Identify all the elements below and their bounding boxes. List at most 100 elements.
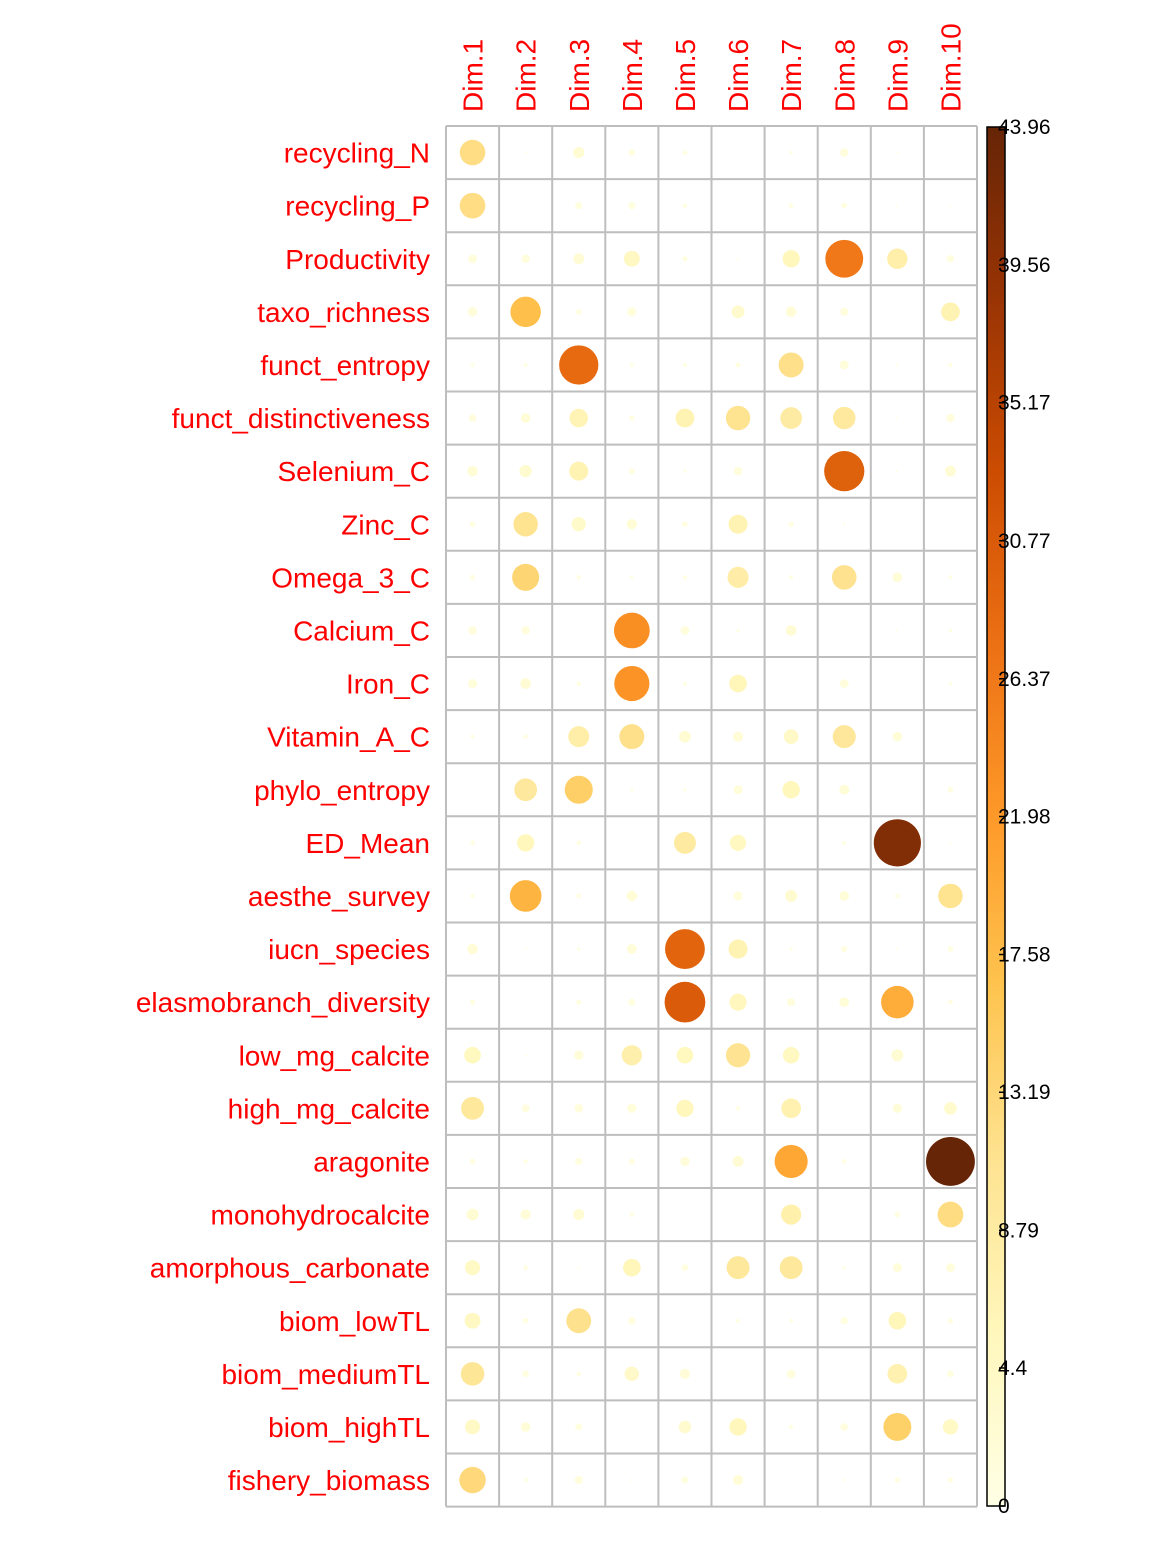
row-label: funct_entropy bbox=[260, 350, 430, 381]
column-label-layer: Dim.1 Dim.2 Dim.3 Dim.4 Dim.5 Dim.6 Dim.7 Dim.8… bbox=[458, 23, 967, 112]
colorbar-tick-label: 26.37 bbox=[998, 668, 1051, 691]
data-point-circle bbox=[781, 1098, 801, 1119]
data-point-circle bbox=[521, 1104, 530, 1113]
data-point-circle bbox=[736, 1318, 741, 1323]
data-point-circle bbox=[948, 681, 953, 686]
data-point-circle bbox=[517, 834, 535, 852]
data-point-circle bbox=[628, 201, 636, 210]
data-point-circle bbox=[896, 151, 899, 154]
data-point-circle bbox=[728, 939, 748, 959]
data-point-circle bbox=[629, 415, 635, 421]
data-point-circle bbox=[789, 1318, 794, 1323]
row-label: high_mg_calcite bbox=[228, 1093, 430, 1124]
data-point-circle bbox=[629, 1212, 635, 1217]
data-point-circle bbox=[467, 307, 478, 317]
data-point-circle bbox=[843, 523, 846, 526]
data-point-circle bbox=[623, 1258, 641, 1277]
data-point-circle bbox=[624, 1366, 640, 1382]
colorbar: 0 4.4 8.79 13.19 17.58 21.98 26.37 30.77 35.17 39… bbox=[986, 116, 1051, 1518]
data-point-circle bbox=[894, 1477, 900, 1483]
data-point-circle bbox=[678, 1420, 692, 1434]
data-point-circle bbox=[949, 841, 952, 845]
data-point-circle bbox=[575, 202, 583, 210]
data-point-circle bbox=[891, 1049, 904, 1062]
data-point-circle bbox=[778, 352, 804, 378]
row-label: aesthe_survey bbox=[248, 881, 430, 912]
data-point-circle bbox=[839, 679, 849, 688]
row-label: Calcium_C bbox=[293, 615, 430, 646]
data-point-circle bbox=[682, 521, 688, 528]
data-point-circle bbox=[729, 993, 747, 1011]
data-point-circle bbox=[619, 724, 645, 750]
data-point-circle bbox=[894, 1211, 901, 1218]
data-point-circle bbox=[469, 574, 476, 580]
data-point-circle bbox=[469, 999, 476, 1005]
data-point-circle bbox=[520, 1209, 531, 1220]
data-point-circle bbox=[459, 139, 486, 166]
data-point-circle bbox=[630, 575, 634, 579]
colorbar-tick-label: 39.56 bbox=[998, 254, 1051, 277]
data-point-circle bbox=[673, 831, 696, 854]
data-point-circle bbox=[681, 1264, 689, 1271]
data-point-circle bbox=[841, 945, 848, 953]
column-label: Dim.8 bbox=[829, 39, 860, 112]
data-point-circle bbox=[680, 626, 690, 635]
data-point-circle bbox=[683, 788, 687, 792]
data-point-circle bbox=[887, 248, 908, 269]
data-point-circle bbox=[892, 1263, 902, 1273]
row-label-layer: recycling_N recycling_P Productivity taxo_r… bbox=[136, 138, 430, 1497]
data-point-circle bbox=[789, 1424, 794, 1429]
data-point-circle bbox=[470, 734, 475, 739]
colorbar-tick-label: 21.98 bbox=[998, 806, 1051, 829]
data-point-circle bbox=[466, 1208, 479, 1221]
data-point-circle bbox=[628, 468, 635, 475]
data-point-circle bbox=[839, 891, 850, 901]
data-point-circle bbox=[665, 929, 705, 969]
data-point-circle bbox=[623, 250, 640, 267]
data-point-circle bbox=[681, 1476, 689, 1484]
colorbar-tick-label: 30.77 bbox=[998, 530, 1051, 553]
data-point-circle bbox=[627, 307, 637, 317]
data-point-circle bbox=[888, 1311, 907, 1330]
row-label: ED_Mean bbox=[305, 828, 430, 859]
data-point-circle bbox=[465, 1419, 481, 1435]
data-point-circle bbox=[948, 575, 953, 580]
data-point-circle bbox=[774, 1144, 808, 1179]
row-label: monohydrocalcite bbox=[211, 1200, 430, 1231]
data-point-circle bbox=[523, 734, 528, 739]
data-point-circle bbox=[468, 414, 477, 422]
data-point-circle bbox=[825, 239, 864, 278]
data-point-circle bbox=[789, 575, 794, 580]
data-point-circle bbox=[464, 1046, 481, 1064]
colorbar-tick-label: 13.19 bbox=[998, 1081, 1051, 1104]
row-label: taxo_richness bbox=[257, 297, 430, 328]
data-point-circle bbox=[840, 307, 849, 316]
data-point-circle bbox=[520, 1422, 531, 1432]
data-point-circle bbox=[628, 1317, 636, 1325]
data-point-circle bbox=[628, 998, 636, 1006]
data-point-circle bbox=[524, 947, 527, 951]
data-point-circle bbox=[564, 775, 593, 804]
column-label: Dim.1 bbox=[458, 39, 489, 112]
data-point-circle bbox=[892, 731, 903, 742]
data-point-circle bbox=[896, 947, 899, 951]
data-point-circle bbox=[946, 413, 955, 423]
data-point-circle bbox=[782, 1047, 800, 1064]
data-point-circle bbox=[630, 788, 634, 792]
row-label: Productivity bbox=[285, 244, 430, 275]
data-point-circle bbox=[523, 1478, 528, 1483]
data-point-circle bbox=[523, 1159, 528, 1164]
data-point-circle bbox=[576, 840, 582, 846]
row-label: fishery_biomass bbox=[228, 1465, 430, 1496]
data-point-circle bbox=[467, 943, 478, 955]
data-point-circle bbox=[873, 819, 921, 867]
data-point-circle bbox=[469, 1158, 476, 1165]
data-point-circle bbox=[509, 880, 542, 912]
data-point-circle bbox=[574, 1104, 583, 1113]
row-label: amorphous_carbonate bbox=[150, 1253, 430, 1284]
data-point-circle bbox=[574, 1050, 584, 1060]
data-point-circle bbox=[729, 1418, 747, 1436]
data-point-circle bbox=[783, 729, 799, 745]
data-point-circle bbox=[576, 999, 582, 1005]
